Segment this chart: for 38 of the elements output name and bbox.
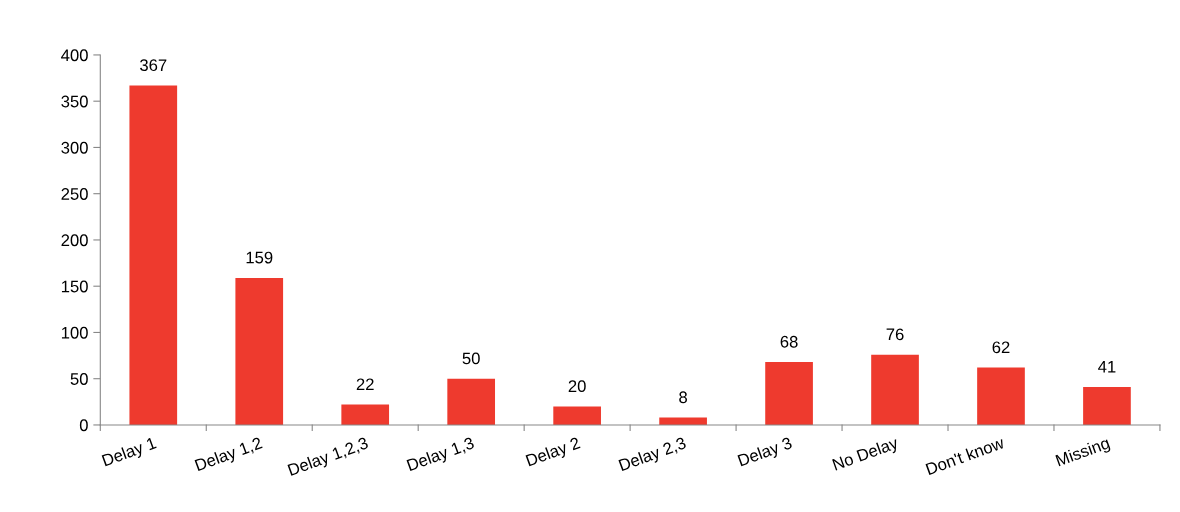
- x-tick-label: No Delay: [831, 436, 901, 474]
- y-tick-label: 100: [61, 326, 88, 339]
- bar: [235, 277, 284, 425]
- data-label: 22: [356, 378, 374, 391]
- x-tick-label: Delay 3: [737, 436, 794, 470]
- y-tick-label: 300: [61, 141, 88, 154]
- bar: [447, 378, 496, 425]
- x-tick-label: Missing: [1055, 436, 1112, 470]
- y-tick-label: 0: [79, 419, 88, 432]
- y-tick-label: 50: [70, 373, 88, 385]
- y-tick-label: 400: [61, 49, 88, 62]
- data-label: 41: [1098, 361, 1116, 373]
- y-tick-label: 200: [61, 234, 88, 247]
- x-tick-label: Delay 1,2,3: [287, 436, 370, 480]
- y-tick-label: 250: [61, 188, 88, 200]
- bar: [1083, 387, 1131, 425]
- x-tick-label: Delay 2: [525, 436, 582, 470]
- x-tick-label: Delay 2,3: [618, 436, 688, 475]
- bar: [341, 404, 390, 425]
- data-label: 20: [568, 380, 586, 393]
- bar: [553, 406, 601, 425]
- bar: [765, 362, 813, 425]
- data-label: 159: [246, 251, 273, 264]
- data-label: 367: [140, 59, 167, 72]
- x-tick-label: Delay 1,3: [406, 436, 476, 475]
- data-label: 8: [679, 391, 688, 404]
- x-tick-label: Delay 1: [101, 436, 158, 470]
- data-label: 50: [462, 352, 480, 365]
- data-label: 68: [780, 335, 798, 348]
- y-tick-label: 350: [61, 95, 88, 108]
- bar: [129, 85, 178, 425]
- bar: [977, 367, 1025, 425]
- data-label: 62: [992, 341, 1010, 354]
- x-tick-label: Don't know: [925, 436, 1006, 476]
- bar: [871, 354, 919, 425]
- y-tick-label: 150: [61, 280, 88, 293]
- data-label: 76: [886, 328, 904, 341]
- x-tick-label: Delay 1,2: [194, 436, 264, 475]
